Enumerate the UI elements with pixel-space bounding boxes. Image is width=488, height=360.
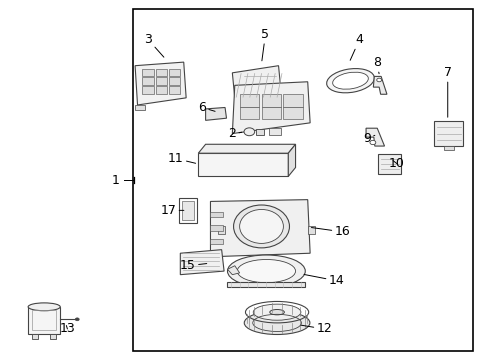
Text: 16: 16 [311,225,349,238]
Text: 17: 17 [160,204,183,217]
Polygon shape [283,107,302,119]
Polygon shape [261,107,281,119]
Polygon shape [227,266,239,275]
Polygon shape [168,68,180,76]
Polygon shape [283,94,302,107]
Polygon shape [232,66,281,98]
Text: 3: 3 [144,33,163,57]
Polygon shape [366,128,384,146]
Polygon shape [50,334,56,339]
Polygon shape [232,82,309,134]
Polygon shape [307,226,314,234]
Polygon shape [433,121,462,146]
Circle shape [369,140,375,145]
Ellipse shape [237,260,295,283]
Text: 8: 8 [372,56,380,74]
Polygon shape [155,68,166,76]
Polygon shape [198,144,295,153]
Polygon shape [210,212,222,217]
Circle shape [244,128,254,136]
Ellipse shape [332,72,367,89]
Text: 2: 2 [228,127,241,140]
Text: 7: 7 [443,66,451,117]
Ellipse shape [28,303,60,311]
Text: 5: 5 [261,28,269,61]
Polygon shape [210,225,222,231]
Ellipse shape [244,311,309,334]
Text: 11: 11 [168,152,195,165]
Polygon shape [287,144,295,176]
Polygon shape [198,153,287,176]
Polygon shape [135,105,144,111]
Bar [132,9,472,351]
Polygon shape [205,108,226,120]
Polygon shape [261,94,281,107]
Text: 10: 10 [388,157,404,170]
Ellipse shape [227,255,305,287]
Text: 6: 6 [198,101,215,114]
Polygon shape [32,334,38,339]
Polygon shape [377,154,400,174]
Polygon shape [142,68,153,76]
Text: 15: 15 [180,259,206,272]
Polygon shape [239,94,259,107]
Text: 9: 9 [362,132,374,145]
Text: 12: 12 [300,323,331,336]
Polygon shape [255,129,264,135]
Polygon shape [210,239,222,244]
Polygon shape [142,86,153,94]
Polygon shape [168,86,180,94]
Polygon shape [268,128,281,135]
Polygon shape [239,107,259,119]
Polygon shape [217,226,224,234]
Ellipse shape [269,310,284,315]
Circle shape [376,78,381,82]
Polygon shape [155,77,166,85]
Ellipse shape [253,304,300,320]
Polygon shape [210,200,309,257]
Text: 4: 4 [349,33,363,60]
Polygon shape [168,77,180,85]
Polygon shape [28,307,60,334]
Text: 1: 1 [111,174,120,186]
Ellipse shape [233,205,289,248]
Polygon shape [135,62,186,105]
Polygon shape [180,249,224,275]
Polygon shape [227,282,305,287]
Polygon shape [155,86,166,94]
Ellipse shape [239,210,283,243]
Text: 14: 14 [304,274,344,287]
Text: 13: 13 [60,323,75,336]
Circle shape [75,318,79,321]
Polygon shape [182,201,194,220]
Polygon shape [443,146,453,150]
Polygon shape [142,77,153,85]
Ellipse shape [326,68,374,93]
Polygon shape [372,76,386,94]
